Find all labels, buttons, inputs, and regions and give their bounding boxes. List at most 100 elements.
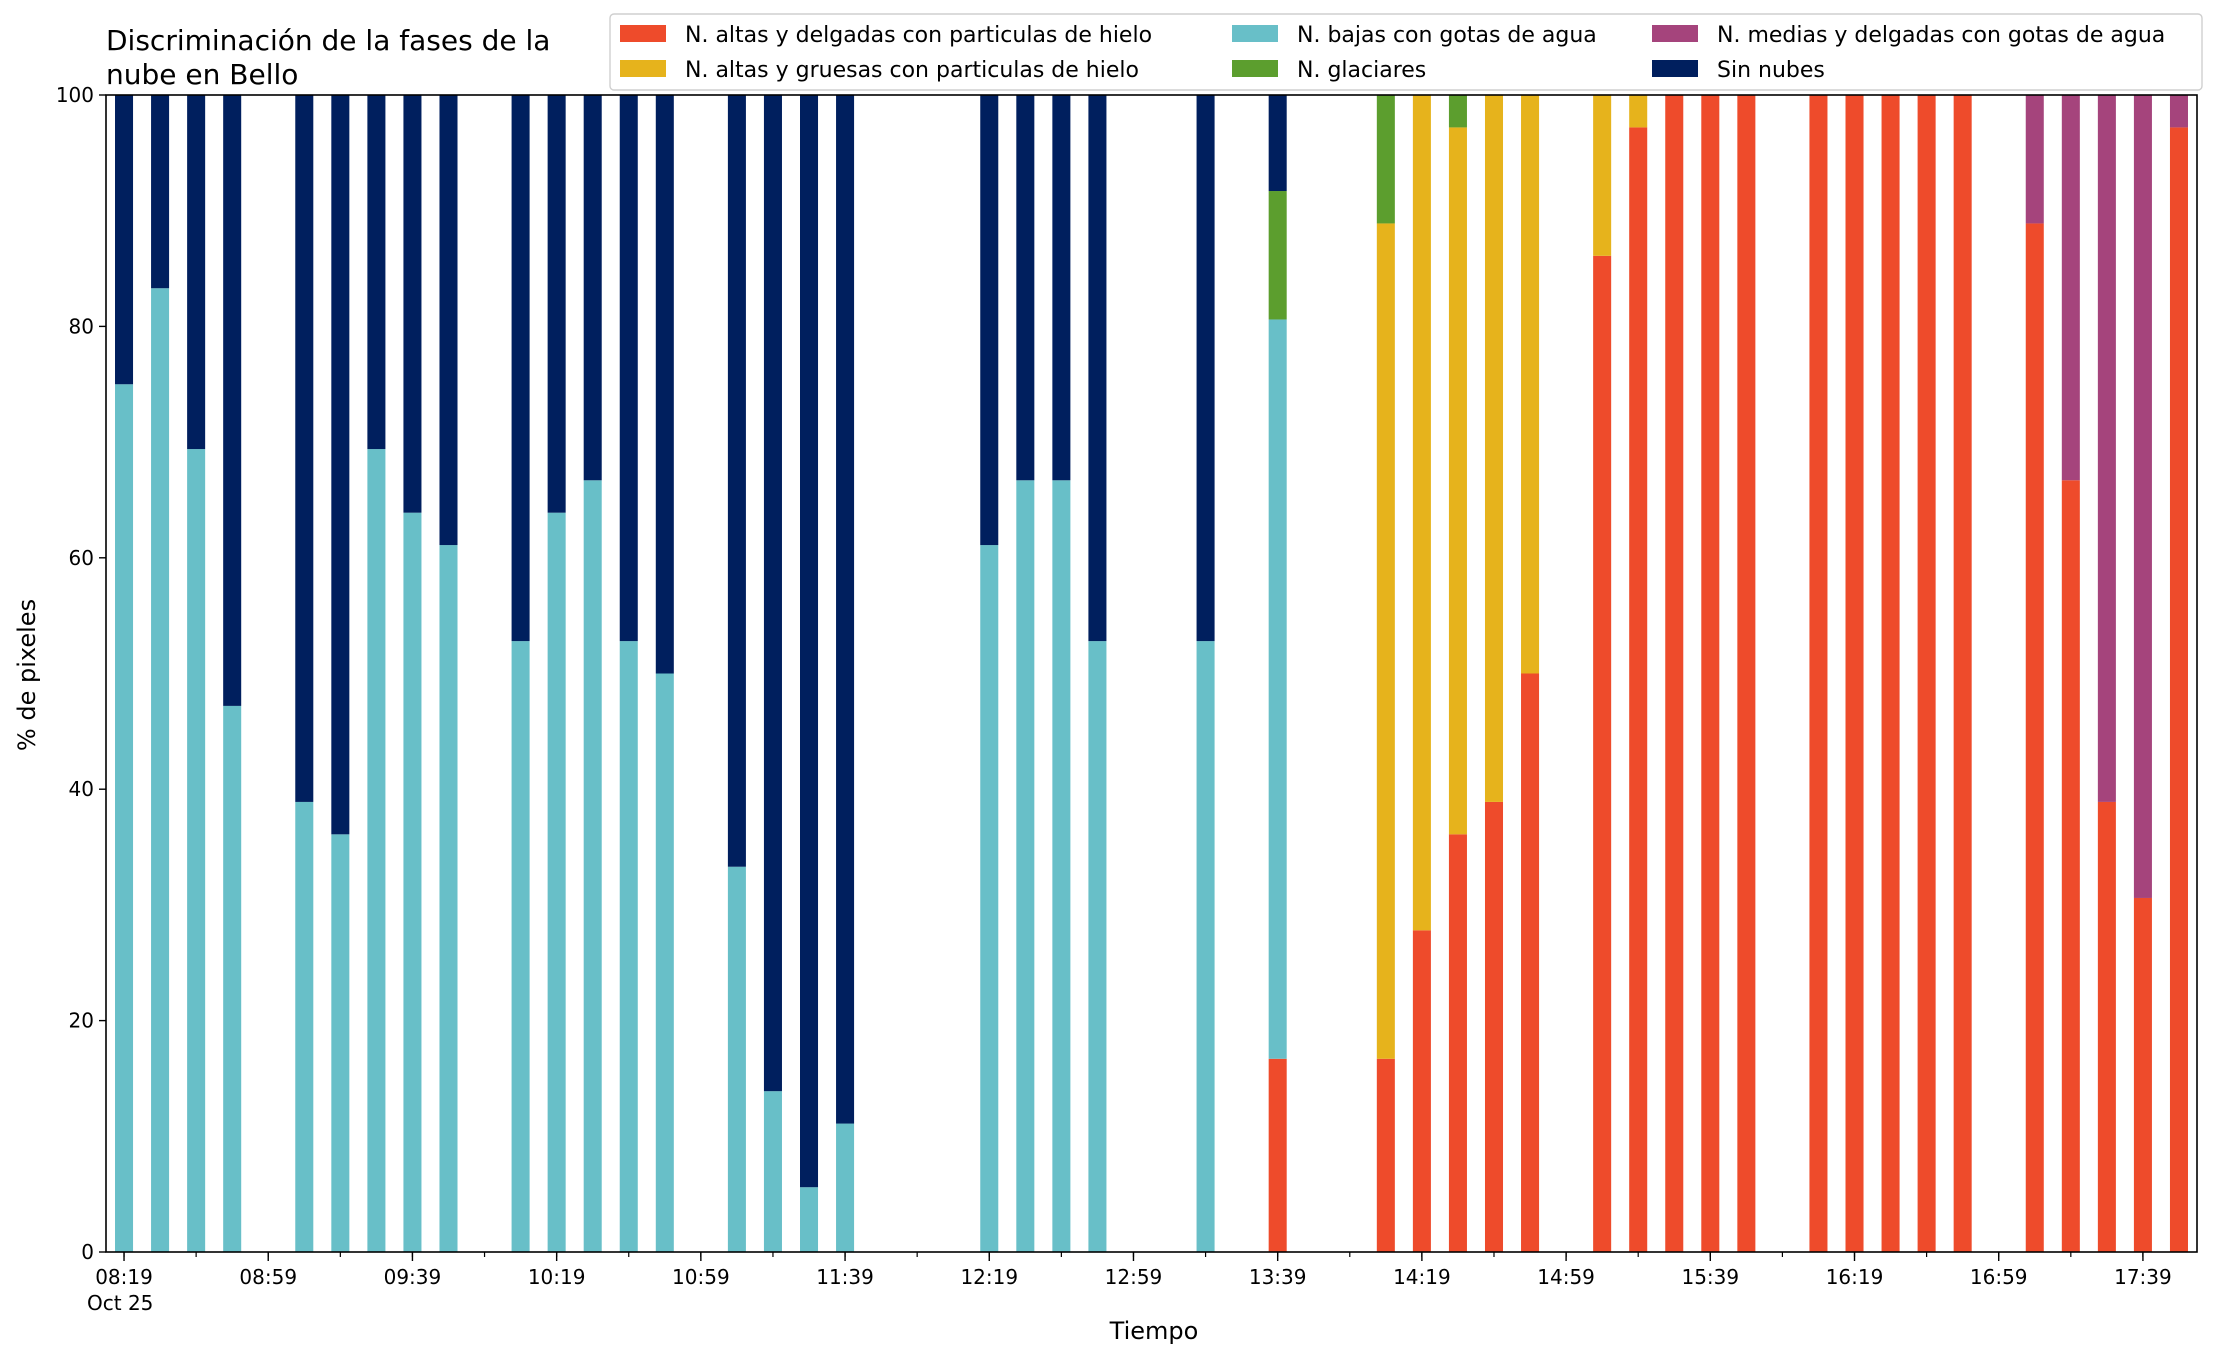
bar-segment <box>1268 95 1287 192</box>
bar-segment <box>1376 1058 1395 1252</box>
bar-stack-1129 <box>800 95 819 1252</box>
x-tick-label: 10:59 <box>672 1265 730 1289</box>
legend-swatch <box>1232 60 1278 77</box>
bar-segment <box>331 95 350 835</box>
bar-stack-1549 <box>1737 95 1756 1252</box>
legend-label: N. bajas con gotas de agua <box>1297 23 1597 48</box>
bar-stack-1629 <box>1881 95 1900 1252</box>
chart-title-line-2: nube en Bello <box>106 58 298 91</box>
legend-swatch <box>620 25 666 42</box>
bar-segment <box>187 449 206 1252</box>
bar-stack-1619 <box>1845 95 1864 1252</box>
bar-segment <box>1521 95 1540 674</box>
bar-segment <box>1845 95 1864 1252</box>
bar-stack-0919 <box>331 95 350 1252</box>
legend-item: N. altas y delgadas con particulas de hi… <box>620 23 1152 48</box>
bar-segment <box>655 95 674 674</box>
bar-segment <box>547 95 566 513</box>
bar-stack-1419 <box>1412 95 1431 1252</box>
bar-stack-1749 <box>2169 95 2188 1252</box>
bar-stack-1729 <box>2097 95 2116 1252</box>
bar-stack-1319 <box>1196 95 1215 1252</box>
bar-stack-1119 <box>763 95 782 1252</box>
bar-segment <box>1881 95 1900 1252</box>
bar-segment <box>1376 223 1395 1059</box>
bar-segment <box>511 95 530 642</box>
bar-segment <box>1016 95 1035 481</box>
bar-segment <box>403 95 422 513</box>
bar-segment <box>1953 95 1972 1252</box>
bar-stack-1449 <box>1521 95 1540 1252</box>
bar-segment <box>1268 1058 1287 1252</box>
bar-segment <box>1737 95 1756 1252</box>
bar-segment <box>1376 95 1395 224</box>
bars-layer <box>115 95 2188 1253</box>
legend-label: N. medias y delgadas con gotas de agua <box>1717 23 2165 48</box>
bar-segment <box>2169 95 2188 128</box>
bar-segment <box>1412 95 1431 931</box>
bar-segment <box>1809 95 1828 1252</box>
bar-segment <box>1701 95 1720 1252</box>
bar-stack-1529 <box>1665 95 1684 1252</box>
bar-segment <box>1196 95 1215 642</box>
bar-segment <box>1088 95 1107 642</box>
bar-segment <box>2061 480 2080 1252</box>
x-tick-label: 14:59 <box>1537 1265 1595 1289</box>
bar-segment <box>2025 95 2044 224</box>
bar-segment <box>547 512 566 1252</box>
bar-segment <box>223 95 242 706</box>
bar-segment <box>1521 673 1540 1252</box>
legend-label: N. altas y delgadas con particulas de hi… <box>685 23 1152 48</box>
bar-segment <box>295 95 314 802</box>
bar-stack-1709 <box>2025 95 2044 1253</box>
bar-stack-1239 <box>1052 95 1071 1252</box>
bar-stack-0829 <box>151 95 170 1253</box>
bar-stack-0929 <box>367 95 386 1252</box>
bar-segment <box>115 95 134 385</box>
bar-segment <box>2097 801 2116 1252</box>
y-axis: 0 20 40 60 80 100 <box>56 83 106 1264</box>
bar-stack-1429 <box>1448 95 1467 1252</box>
bar-segment <box>151 95 170 289</box>
y-tick-label: 0 <box>81 1240 94 1264</box>
bar-segment <box>2133 897 2152 1252</box>
bar-stack-1049 <box>655 95 674 1252</box>
bar-segment <box>511 641 530 1252</box>
x-tick-label: 17:39 <box>2114 1265 2172 1289</box>
chart-title: Discriminación de la fases de la nube en… <box>106 24 550 91</box>
bar-segment <box>403 512 422 1252</box>
bar-segment <box>1484 801 1504 1252</box>
bar-stack-1339 <box>1268 95 1287 1252</box>
bar-segment <box>151 288 170 1253</box>
bar-segment <box>1052 95 1071 481</box>
bar-stack-0909 <box>295 95 314 1252</box>
bar-segment <box>187 95 206 450</box>
x-tick-label: 16:59 <box>1970 1265 2028 1289</box>
legend-item: N. altas y gruesas con particulas de hie… <box>620 58 1139 83</box>
bar-segment <box>331 834 350 1252</box>
bar-segment <box>583 95 602 481</box>
bar-segment <box>2169 127 2188 1252</box>
bar-segment <box>223 705 242 1252</box>
y-tick-label: 80 <box>69 314 94 338</box>
bar-segment <box>2061 95 2080 481</box>
x-tick-label: 13:39 <box>1249 1265 1307 1289</box>
bar-stack-1719 <box>2061 95 2080 1252</box>
x-tick-sublabel: Oct 25 <box>87 1291 153 1315</box>
y-axis-title: % de pixeles <box>13 599 41 751</box>
bar-stack-1519 <box>1629 95 1648 1252</box>
bar-segment <box>980 545 999 1252</box>
bar-segment <box>1448 834 1467 1252</box>
bar-stack-1539 <box>1701 95 1720 1252</box>
bar-stack-1509 <box>1593 95 1612 1252</box>
bar-stack-1009 <box>511 95 530 1252</box>
bar-stack-1739 <box>2133 95 2152 1252</box>
bar-segment <box>727 866 746 1252</box>
bar-stack-1039 <box>619 95 638 1252</box>
x-tick-label: 15:39 <box>1681 1265 1739 1289</box>
bar-stack-1139 <box>836 95 855 1252</box>
bar-segment <box>763 1091 782 1252</box>
bar-segment <box>439 545 458 1252</box>
